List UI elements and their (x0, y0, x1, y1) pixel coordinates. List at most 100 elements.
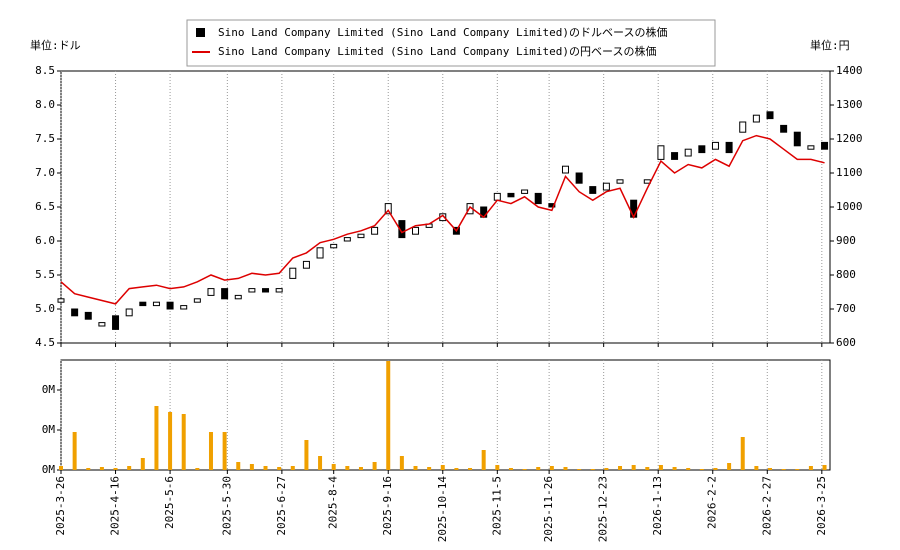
volume-bar (631, 465, 636, 470)
y2-axis-label: 単位:円 (810, 38, 850, 52)
volume-bar (672, 467, 677, 470)
x-tick-label: 2025-3-26 (54, 476, 67, 536)
volume-bar (754, 466, 759, 470)
volume-bar (590, 469, 595, 470)
candle (384, 203, 392, 215)
y-tick-label: 7.5 (35, 132, 55, 145)
legend-box (186, 19, 716, 67)
candle (139, 301, 147, 307)
y-tick-label: 0M (42, 463, 56, 476)
y-tick-label: 6.0 (35, 234, 55, 247)
candle (725, 141, 733, 154)
volume-bar (427, 467, 432, 470)
y2-tick-label: 1100 (836, 166, 863, 179)
volume-bar (208, 432, 213, 470)
candle (316, 247, 324, 259)
volume-bar (768, 468, 773, 470)
candle (780, 124, 788, 133)
y2-tick-label: 1000 (836, 200, 863, 213)
x-tick-label: 2025-11-5 (490, 476, 503, 536)
plot-frame (60, 359, 831, 471)
y2-tick-label: 1300 (836, 98, 863, 111)
y-tick-label: 0M (42, 383, 56, 396)
volume-bar (604, 468, 609, 470)
candle (657, 145, 665, 160)
candle (166, 301, 174, 310)
volume-bar (331, 464, 336, 470)
candle (221, 288, 229, 300)
y-tick-label: 5.5 (35, 268, 55, 281)
volume-bar (440, 465, 445, 470)
candle (575, 172, 583, 184)
candle (357, 233, 365, 239)
x-tick-label: 2026-2-27 (760, 476, 773, 536)
candle (371, 226, 379, 235)
x-tick-label: 2025-9-16 (381, 476, 394, 536)
candle (234, 294, 242, 300)
x-tick-label: 2025-11-26 (542, 476, 555, 542)
volume-bar (86, 468, 91, 470)
volume-bar (127, 466, 132, 470)
candle (548, 203, 556, 208)
volume-bar (645, 467, 650, 470)
candle (343, 237, 351, 242)
y2-tick-label: 1200 (836, 132, 863, 145)
volume-bar (686, 468, 691, 470)
volume-bar (249, 464, 254, 470)
x-tick-label: 2025-12-23 (597, 476, 610, 542)
x-tick-label: 2025-4-16 (109, 476, 122, 536)
volume-bar (495, 465, 500, 470)
price-line (60, 134, 825, 305)
candle (602, 182, 610, 191)
y-tick-label: 8.0 (35, 98, 55, 111)
candle (616, 179, 624, 184)
candle (289, 267, 297, 279)
volume-bar (290, 466, 295, 470)
y2-tick-label: 700 (836, 302, 856, 315)
y-tick-label: 4.5 (35, 336, 55, 349)
candle (821, 141, 829, 150)
legend-label: Sino Land Company Limited (Sino Land Com… (218, 44, 656, 58)
y-tick-label: 7.0 (35, 166, 55, 179)
x-tick-label: 2025-8-4 (327, 476, 340, 529)
candle (711, 141, 719, 150)
candle (766, 111, 774, 120)
x-tick-label: 2026-3-25 (815, 476, 828, 536)
candle (630, 199, 638, 218)
candle (262, 288, 270, 293)
plot-frame (60, 70, 831, 344)
legend-marker (196, 28, 205, 37)
y-tick-label: 5.0 (35, 302, 55, 315)
volume-bar (508, 468, 513, 470)
legend-label: Sino Land Company Limited (Sino Land Com… (218, 25, 667, 39)
y2-tick-label: 800 (836, 268, 856, 281)
y2-tick-label: 600 (836, 336, 856, 349)
candle (684, 148, 692, 157)
candle (793, 131, 801, 147)
candle (807, 145, 815, 150)
y-tick-label: 6.5 (35, 200, 55, 213)
candle (698, 145, 706, 154)
candle (152, 301, 160, 307)
candle (589, 186, 597, 194)
volume-bar (549, 466, 554, 470)
candle (180, 305, 188, 310)
volume-bar (318, 456, 323, 470)
candle (71, 308, 79, 317)
y-tick-label: 8.5 (35, 64, 55, 77)
candle (84, 311, 92, 320)
candle (398, 220, 406, 239)
volume-bar (168, 412, 173, 470)
volume-bar (454, 468, 459, 470)
x-tick-label: 2025-6-27 (275, 476, 288, 536)
volume-bar (795, 469, 800, 470)
candle (330, 243, 338, 249)
volume-bar (727, 463, 732, 470)
volume-bar (263, 466, 268, 470)
volume-bar (72, 432, 77, 470)
candle (752, 114, 760, 123)
x-tick-label: 2025-10-14 (436, 476, 449, 543)
volume-bar (713, 468, 718, 470)
candle (193, 298, 201, 303)
